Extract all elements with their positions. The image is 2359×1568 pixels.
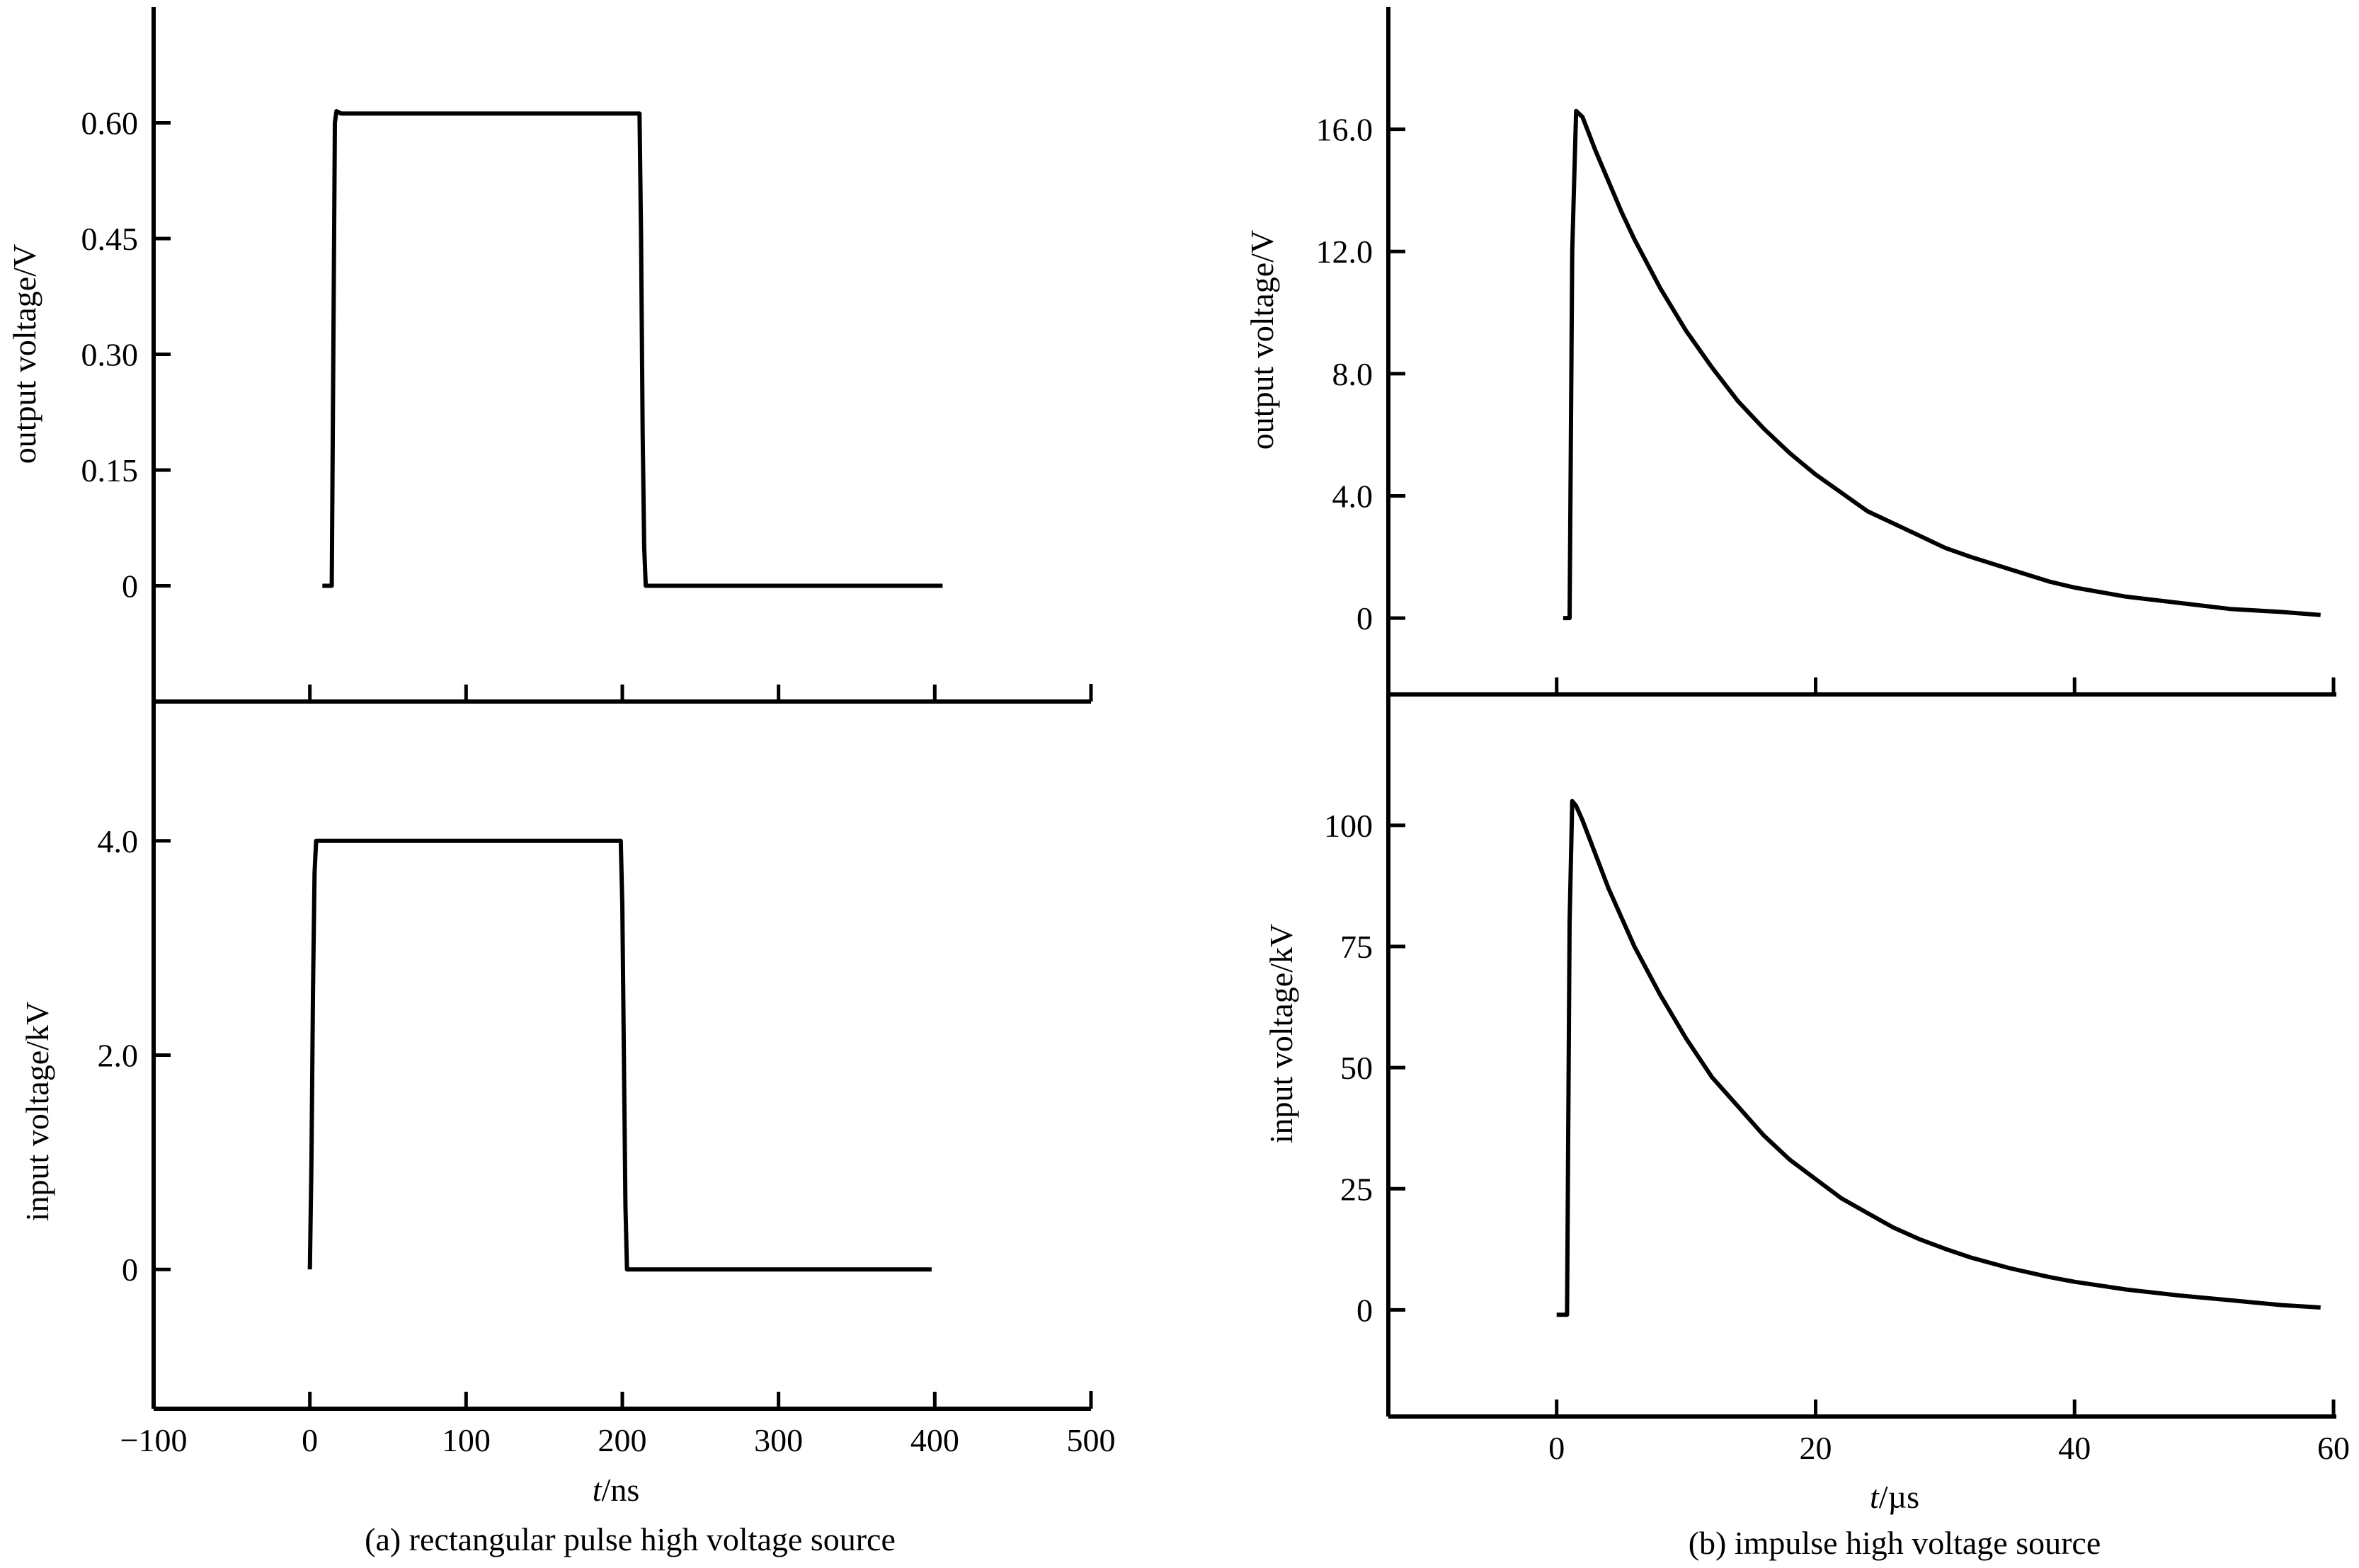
panel-b-top-y-tick-label: 8.0: [1332, 356, 1373, 392]
panel-b-top-y-ticks: 16.0 12.0 8.0 4.0 0: [1316, 112, 1405, 636]
panel-a-bottom-y-ticks: 4.0 2.0 0: [98, 823, 171, 1288]
panel-a-bottom-y-tick-label: 4.0: [98, 823, 139, 859]
panel-b-top-y-tick-label: 16.0: [1316, 112, 1373, 148]
panel-b-top-y-tick-label: 12.0: [1316, 234, 1373, 270]
panel-a-caption: (a) rectangular pulse high voltage sourc…: [365, 1521, 896, 1557]
panel-b-bottom-y-tick-label: 100: [1324, 808, 1373, 844]
panel-a-x-tick-label: 100: [442, 1422, 491, 1458]
panel-a-xlabel: t/ns: [593, 1472, 639, 1508]
panel-b-x-tick-label: 60: [2317, 1430, 2350, 1466]
panel-a-top-y-tick-label: 0.60: [81, 105, 139, 142]
panel-a-x-tick-label: 400: [910, 1422, 959, 1458]
panel-b-x-tick-label: 20: [1799, 1430, 1832, 1466]
panel-b-impulse: 16.0 12.0 8.0 4.0 0 100 75 50 25 0 0 20 40 60 outpu…: [1244, 7, 2350, 1561]
panel-a-x-ticks: −100 0 100 200 300 400 500: [120, 685, 1116, 1458]
panel-a-x-tick-label: 0: [302, 1422, 318, 1458]
panel-b-bottom-y-tick-label: 75: [1340, 929, 1373, 965]
panel-b-input-voltage-curve: [1556, 799, 2321, 1317]
panel-a-bottom-ylabel: input voltage/kV: [19, 1002, 55, 1221]
panel-b-bottom-y-tick-label: 50: [1340, 1050, 1373, 1086]
panel-a-top-y-tick-label: 0: [122, 568, 138, 605]
panel-a-top-y-tick-label: 0.45: [81, 221, 139, 257]
panel-b-top-ylabel: output voltage/V: [1244, 230, 1280, 450]
panel-a-output-voltage-curve: [322, 109, 943, 588]
panel-b-bottom-ylabel: input voltage/kV: [1263, 924, 1299, 1143]
panel-b-top-y-tick-label: 4.0: [1332, 478, 1373, 514]
panel-b-caption: (b) impulse high voltage source: [1689, 1525, 2101, 1561]
panel-b-xlabel: t/µs: [1870, 1479, 1919, 1515]
panel-a-top-y-tick-label: 0.15: [81, 452, 139, 488]
panel-b-x-ticks: 0 20 40 60: [1548, 677, 2350, 1466]
panel-a-bottom-y-tick-label: 0: [122, 1252, 138, 1288]
panel-b-bottom-y-tick-label: 0: [1356, 1292, 1373, 1328]
panel-a-x-tick-label: 200: [598, 1422, 647, 1458]
panel-a-top-y-ticks: 0.60 0.45 0.30 0.15 0: [81, 105, 171, 605]
panel-a-x-tick-label: 300: [754, 1422, 803, 1458]
panel-a-top-y-tick-label: 0.30: [81, 337, 139, 373]
panel-b-x-tick-label: 0: [1548, 1430, 1565, 1466]
panel-a-rectangular-pulse: 0.60 0.45 0.30 0.15 0 4.0 2.0 0 −100 0 100 200 300…: [6, 7, 1116, 1557]
panel-b-bottom-y-tick-label: 25: [1340, 1171, 1373, 1207]
panel-a-bottom-y-tick-label: 2.0: [98, 1038, 139, 1074]
panel-a-input-voltage-curve: [307, 838, 932, 1272]
panel-a-x-tick-label: −100: [120, 1422, 188, 1458]
panel-b-x-tick-label: 40: [2058, 1430, 2091, 1466]
panel-b-output-voltage-curve: [1563, 108, 2321, 621]
panel-b-bottom-y-ticks: 100 75 50 25 0: [1324, 808, 1405, 1328]
panel-a-top-ylabel: output voltage/V: [6, 244, 42, 464]
panel-b-top-y-tick-label: 0: [1356, 600, 1373, 636]
panel-a-x-tick-label: 500: [1067, 1422, 1116, 1458]
